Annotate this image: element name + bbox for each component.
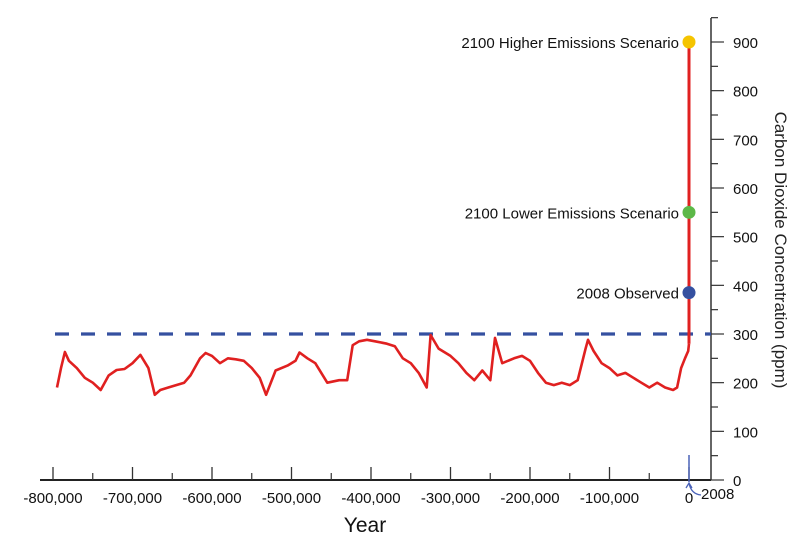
year-2008-label: 2008 (701, 486, 734, 503)
x-tick-label: -400,000 (341, 490, 400, 507)
y-tick-label: 200 (733, 376, 758, 393)
y-tick-label: 600 (733, 181, 758, 198)
scenario-point (682, 205, 696, 219)
x-tick-label: -500,000 (262, 490, 321, 507)
scenario-label: 2100 Lower Emissions Scenario (465, 205, 679, 222)
x-tick-label: -700,000 (103, 490, 162, 507)
year-2008-arrow-icon (685, 481, 702, 496)
co2-series-line (55, 333, 691, 397)
scenario-point (682, 286, 696, 300)
y-tick-label: 900 (733, 35, 758, 52)
x-tick-label: -300,000 (421, 490, 480, 507)
scenario-label: 2008 Observed (576, 286, 679, 303)
scenario-label: 2100 Higher Emissions Scenario (461, 35, 679, 52)
y-tick-label: 100 (733, 424, 758, 441)
y-axis-label: Carbon Dioxide Concentration (ppm) (771, 112, 790, 389)
y-tick-label: 800 (733, 84, 758, 101)
y-tick-label: 700 (733, 132, 758, 149)
y-tick-label: 400 (733, 278, 758, 295)
x-tick-label: -800,000 (23, 490, 82, 507)
y-tick-label: 0 (733, 473, 741, 490)
x-tick-label: 0 (685, 490, 693, 507)
y-tick-label: 300 (733, 327, 758, 344)
x-tick-label: -200,000 (500, 490, 559, 507)
x-tick-label: -600,000 (182, 490, 241, 507)
scenario-point (682, 35, 696, 49)
y-tick-label: 500 (733, 230, 758, 247)
x-axis-label: Year (344, 514, 386, 537)
x-tick-label: -100,000 (580, 490, 639, 507)
